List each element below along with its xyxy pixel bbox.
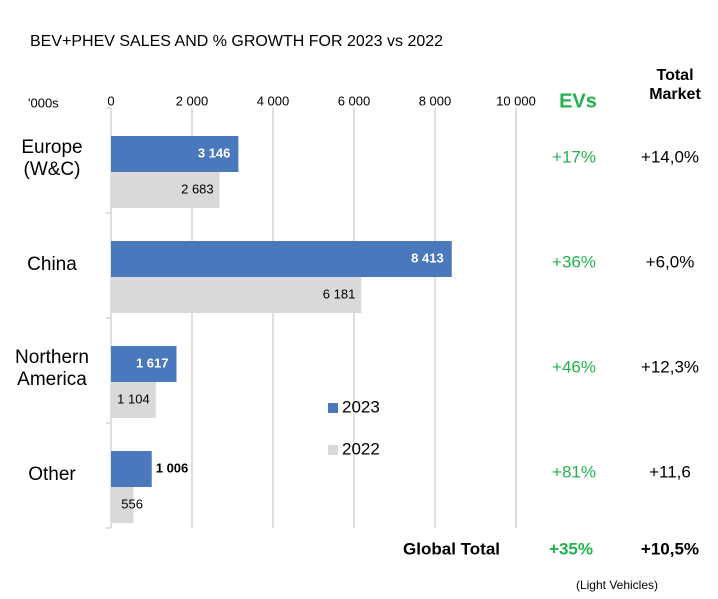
x-tick-label: 4 000 bbox=[257, 93, 290, 108]
bar bbox=[111, 487, 134, 523]
legend-label: 2023 bbox=[342, 397, 380, 416]
x-tick-label: 0 bbox=[107, 93, 114, 108]
value-label: 1 104 bbox=[117, 391, 150, 406]
total-market-growth: +10,5% bbox=[641, 539, 699, 558]
bar bbox=[111, 277, 362, 313]
chart-title: BEV+PHEV SALES AND % GROWTH FOR 2023 vs … bbox=[30, 33, 443, 50]
legend-swatch bbox=[328, 403, 338, 413]
value-label: 3 146 bbox=[198, 145, 231, 160]
value-label: 556 bbox=[121, 496, 143, 511]
bar bbox=[111, 136, 239, 172]
bar bbox=[111, 172, 220, 208]
bar bbox=[111, 241, 452, 277]
unit-label: '000s bbox=[28, 95, 59, 110]
ev-growth: +17% bbox=[552, 147, 596, 166]
x-tick-label: 2 000 bbox=[176, 93, 209, 108]
category-label: Northern America bbox=[15, 346, 89, 391]
x-tick-label: 8 000 bbox=[419, 93, 452, 108]
value-label: 2 683 bbox=[181, 181, 214, 196]
bar bbox=[111, 382, 156, 418]
value-label: 1 006 bbox=[156, 460, 189, 475]
bar bbox=[111, 346, 177, 382]
ev-growth: +36% bbox=[552, 252, 596, 271]
market-growth: +14,0% bbox=[641, 147, 699, 166]
total-ev-growth: +35% bbox=[549, 539, 593, 558]
value-label: 1 617 bbox=[136, 355, 169, 370]
market-header: Total Market bbox=[649, 67, 701, 104]
market-growth: +12,3% bbox=[641, 357, 699, 376]
x-tick-label: 6 000 bbox=[338, 93, 371, 108]
market-growth: +11,6 bbox=[649, 462, 691, 481]
market-growth: +6,0% bbox=[646, 252, 695, 271]
ev-growth: +46% bbox=[552, 357, 596, 376]
ev-growth: +81% bbox=[552, 462, 596, 481]
category-label: China bbox=[27, 253, 77, 275]
ev-header: EVs bbox=[559, 90, 597, 112]
legend-swatch bbox=[328, 445, 338, 455]
value-label: 6 181 bbox=[323, 286, 356, 301]
category-label: Europe (W&C) bbox=[21, 136, 83, 181]
value-label: 8 413 bbox=[411, 250, 444, 265]
category-label: Other bbox=[28, 463, 76, 485]
bar bbox=[111, 451, 152, 487]
x-tick-label: 10 000 bbox=[496, 93, 536, 108]
legend-label: 2022 bbox=[342, 439, 380, 458]
footnote: (Light Vehicles) bbox=[576, 578, 658, 592]
total-label: Global Total bbox=[403, 539, 500, 558]
